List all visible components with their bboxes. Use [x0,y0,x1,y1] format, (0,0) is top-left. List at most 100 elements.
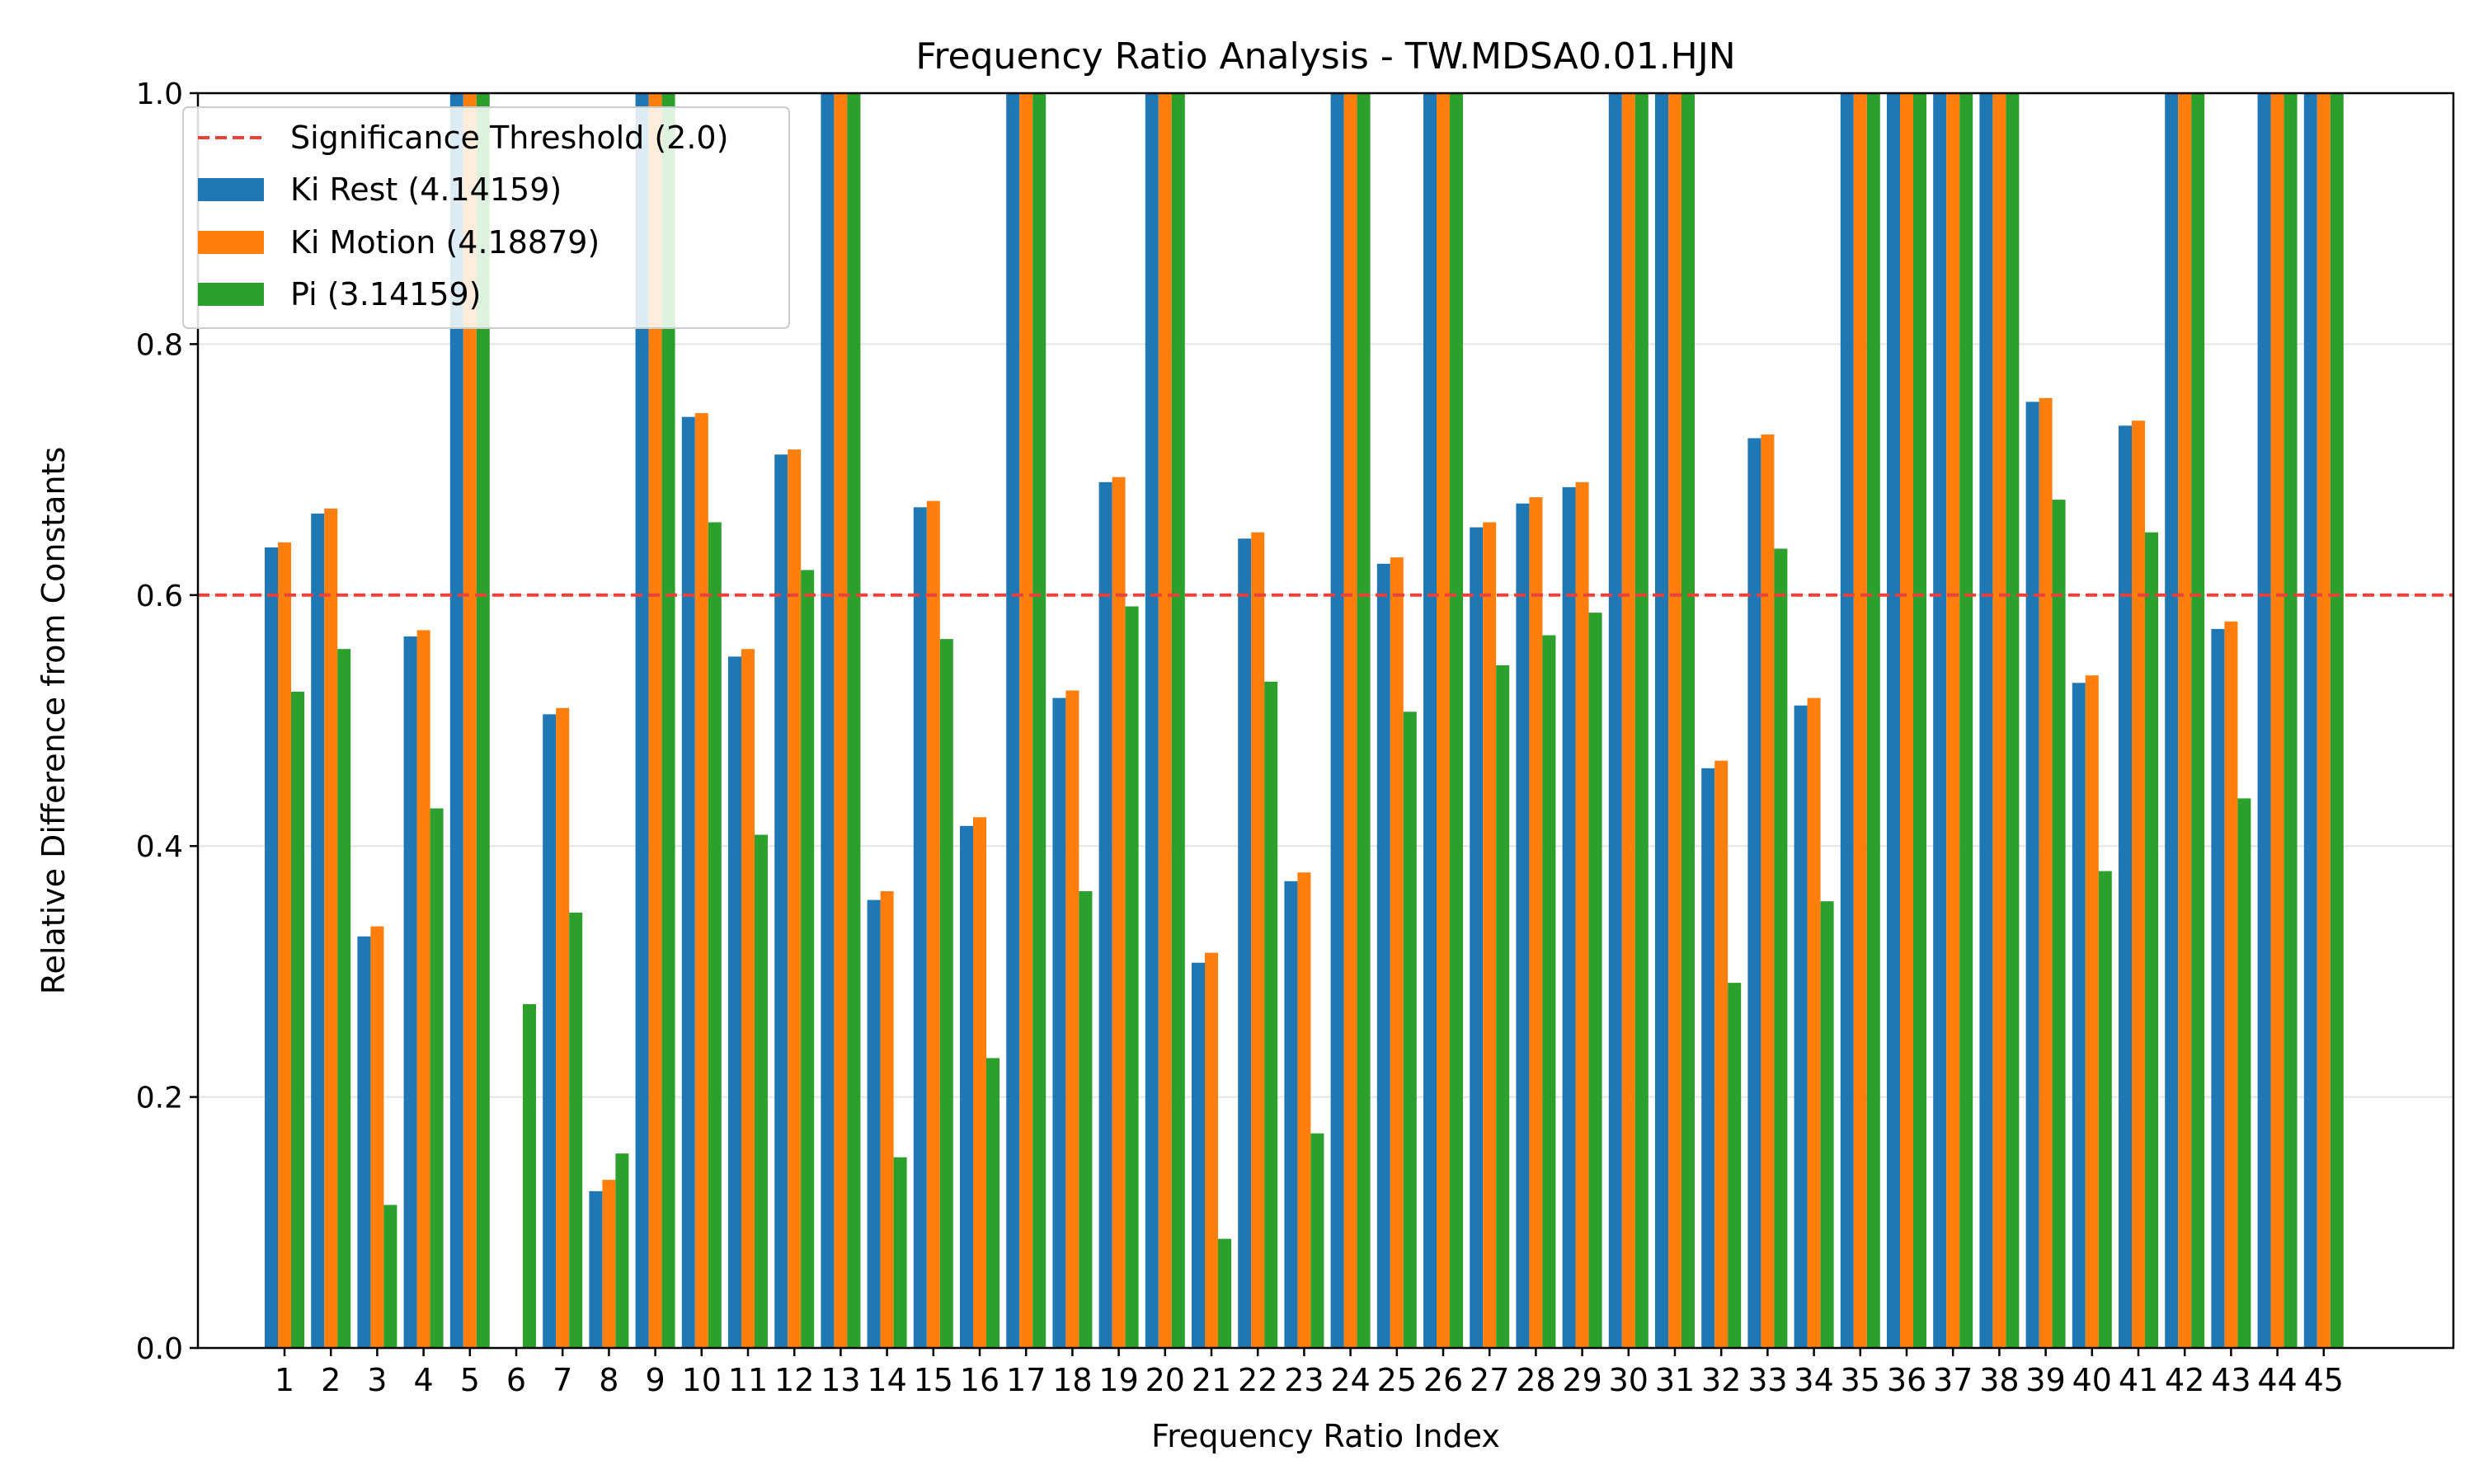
bar-series-2-cat-43 [2237,798,2251,1348]
bar-series-2-cat-3 [383,1205,397,1348]
bar-series-1-cat-44 [2270,93,2284,1348]
legend-swatch-ki-rest [198,178,264,201]
x-tick-label: 12 [774,1362,814,1398]
bar-series-1-cat-28 [1529,497,1543,1348]
bar-series-2-cat-6 [523,1004,536,1348]
x-tick-label: 18 [1052,1362,1092,1398]
bar-series-2-cat-17 [1032,93,1047,1348]
y-axis-label: Relative Difference from Constants [35,447,72,994]
bar-series-1-cat-36 [1900,93,1913,1348]
bar-series-0-cat-32 [1701,768,1715,1348]
bar-series-0-cat-34 [1794,705,1808,1348]
bar-series-1-cat-43 [2224,621,2238,1348]
bar-series-1-cat-22 [1251,532,1265,1348]
bar-series-0-cat-13 [821,93,835,1348]
bar-series-1-cat-33 [1761,434,1775,1348]
y-axis: 0.0 0.2 0.4 0.6 0.8 1.0 [136,77,198,1366]
bar-series-0-cat-22 [1238,538,1252,1348]
bar-series-1-cat-11 [741,649,755,1348]
x-tick-label: 25 [1377,1362,1417,1398]
bar-series-1-cat-40 [2085,675,2099,1348]
y-tick-label: 0.4 [136,830,183,864]
x-tick-label: 16 [960,1362,999,1398]
x-tick-label: 29 [1562,1362,1602,1398]
x-tick-label: 8 [599,1362,618,1398]
bar-series-1-cat-1 [278,542,291,1348]
x-tick-label: 3 [367,1362,387,1398]
bar-series-0-cat-3 [357,936,371,1348]
legend-label-pi: Pi (3.14159) [290,276,482,312]
bar-series-1-cat-38 [1992,93,2006,1348]
x-tick-label: 36 [1887,1362,1926,1398]
bar-series-1-cat-17 [1019,93,1033,1348]
bar-series-0-cat-4 [403,636,417,1348]
bar-series-0-cat-10 [681,416,695,1349]
bar-series-0-cat-11 [728,656,741,1348]
bar-series-2-cat-1 [291,692,304,1348]
bar-series-1-cat-31 [1668,93,1681,1348]
bar-series-0-cat-38 [1979,93,1993,1348]
bar-series-2-cat-23 [1310,1133,1324,1348]
y-tick-label: 0.2 [136,1082,183,1115]
x-tick-label: 23 [1284,1362,1324,1398]
bar-series-0-cat-40 [2072,683,2086,1348]
bar-series-1-cat-30 [1621,93,1635,1348]
x-tick-label: 45 [2304,1362,2344,1398]
x-tick-label: 17 [1006,1362,1046,1398]
bar-series-1-cat-26 [1437,93,1450,1348]
bar-series-0-cat-29 [1562,486,1576,1348]
x-tick-label: 24 [1330,1362,1370,1398]
x-tick-label: 20 [1145,1362,1185,1398]
bar-series-2-cat-45 [2330,93,2344,1348]
x-tick-label: 32 [1701,1362,1741,1398]
bar-series-0-cat-2 [311,513,325,1348]
bar-series-1-cat-10 [694,413,708,1349]
bar-series-1-cat-18 [1065,690,1079,1348]
bar-series-0-cat-16 [960,825,973,1348]
bar-series-1-cat-20 [1158,93,1172,1348]
legend-label-ki-motion: Ki Motion (4.18879) [290,224,600,261]
bar-series-1-cat-16 [973,817,986,1348]
bar-series-2-cat-12 [801,570,815,1348]
bar-series-0-cat-20 [1145,93,1159,1348]
bar-series-2-cat-26 [1450,93,1463,1348]
x-tick-label: 35 [1841,1362,1880,1398]
plot-area-frame [196,92,2455,1350]
bar-series-0-cat-37 [1933,93,1947,1348]
bar-series-2-cat-10 [708,522,722,1348]
x-tick-label: 6 [506,1362,526,1398]
bar-series-0-cat-25 [1376,563,1390,1349]
x-tick-label: 27 [1470,1362,1509,1398]
bar-series-2-cat-28 [1542,635,1556,1348]
legend-swatch-ki-motion [198,231,264,254]
bar-series-0-cat-18 [1052,697,1066,1348]
bar-series-1-cat-19 [1112,477,1126,1349]
chart-title: Frequency Ratio Analysis - TW.MDSA0.01.H… [915,35,1735,77]
bar-series-2-cat-7 [569,912,583,1348]
bar-series-0-cat-28 [1516,503,1530,1349]
bar-series-1-cat-42 [2178,93,2192,1348]
bar-series-1-cat-9 [648,93,662,1348]
bar-series-1-cat-21 [1205,952,1218,1348]
bar-series-1-cat-24 [1343,93,1357,1348]
bar-series-2-cat-40 [2098,871,2112,1348]
bar-series-2-cat-32 [1728,983,1742,1348]
bar-series-1-cat-37 [1946,93,1960,1348]
x-tick-label: 14 [867,1362,906,1398]
bar-series-2-cat-42 [2191,93,2205,1348]
bar-series-2-cat-24 [1357,93,1371,1348]
bar-series-0-cat-39 [2025,402,2039,1348]
x-tick-label: 21 [1192,1362,1231,1398]
x-tick-label: 26 [1423,1362,1463,1398]
bar-series-2-cat-27 [1496,665,1510,1348]
bar-series-1-cat-34 [1807,697,1821,1348]
bar-series-0-cat-15 [913,507,927,1348]
bar-series-0-cat-36 [1887,93,1900,1348]
bar-series-2-cat-14 [893,1157,907,1348]
bar-series-1-cat-45 [2316,93,2331,1348]
bar-series-1-cat-4 [416,630,430,1348]
bar-series-2-cat-4 [430,808,444,1348]
x-tick-label: 42 [2165,1362,2204,1398]
bar-series-2-cat-15 [939,639,953,1348]
x-tick-label: 43 [2211,1362,2251,1398]
